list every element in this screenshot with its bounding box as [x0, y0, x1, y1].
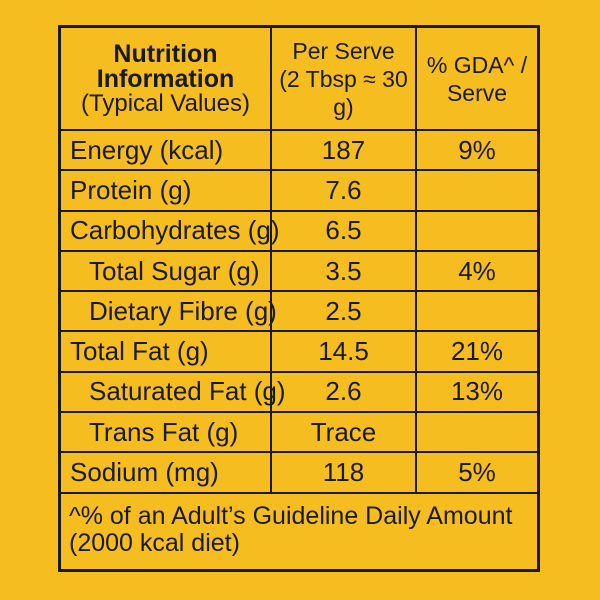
footnote-line1: ^% of an Adult’s Guideline Daily Amount — [69, 501, 513, 530]
row-sodium: Sodium (mg) 118 5% — [61, 451, 537, 494]
row-label: Total Fat (g) — [61, 330, 272, 373]
row-dietary-fibre: Dietary Fibre (g) 2.5 — [61, 290, 537, 333]
row-label: Dietary Fibre (g) — [61, 290, 277, 333]
row-value: 187 — [270, 130, 417, 172]
row-gda: 21% — [415, 330, 537, 373]
row-value: 2.6 — [270, 370, 417, 414]
footnote: ^% of an Adult’s Guideline Daily Amount … — [61, 494, 537, 557]
row-energy: Energy (kcal) 187 9% — [61, 130, 537, 172]
row-total-sugar: Total Sugar (g) 3.5 4% — [61, 249, 537, 293]
header-gda-line2: Serve — [446, 79, 508, 106]
row-label: Energy (kcal) — [61, 130, 272, 172]
row-total-fat: Total Fat (g) 14.5 21% — [61, 330, 537, 373]
row-label: Sodium (mg) — [61, 451, 272, 494]
header-gda-line1: % GDA^ / — [426, 51, 528, 78]
header-title-line1: Nutrition — [113, 39, 218, 68]
row-gda: 9% — [415, 130, 537, 172]
row-gda — [415, 169, 537, 212]
row-label: Carbohydrates (g) — [61, 209, 280, 252]
row-value: 2.5 — [270, 290, 417, 333]
row-value: 14.5 — [270, 330, 417, 373]
row-value: Trace — [270, 411, 417, 454]
row-protein: Protein (g) 7.6 — [61, 169, 537, 212]
header-gda-cell: % GDA^ / Serve — [415, 28, 537, 131]
row-gda — [415, 411, 537, 454]
header-title-cell: Nutrition Information (Typical Values) — [61, 28, 272, 131]
row-value: 6.5 — [270, 209, 417, 252]
row-gda — [415, 209, 537, 252]
header-per-serve-line2: (2 Tbsp ≈ 30 g) — [279, 65, 408, 120]
row-label: Protein (g) — [61, 169, 272, 212]
header-title-line2: Information — [96, 64, 235, 93]
header-per-serve-cell: Per Serve (2 Tbsp ≈ 30 g) — [270, 28, 417, 131]
row-value: 3.5 — [270, 249, 417, 293]
row-label: Trans Fat (g) — [61, 411, 272, 454]
row-saturated-fat: Saturated Fat (g) 2.6 13% — [61, 370, 537, 414]
header-title-line3: (Typical Values) — [81, 89, 250, 117]
row-gda — [415, 290, 537, 333]
row-value: 118 — [270, 451, 417, 494]
row-carbohydrates: Carbohydrates (g) 6.5 — [61, 209, 537, 252]
row-value: 7.6 — [270, 169, 417, 212]
row-trans-fat: Trans Fat (g) Trace — [61, 411, 537, 454]
row-label: Total Sugar (g) — [61, 249, 272, 293]
row-gda: 5% — [415, 451, 537, 494]
row-gda: 4% — [415, 249, 537, 293]
row-gda: 13% — [415, 370, 537, 414]
header-per-serve-line1: Per Serve — [292, 37, 395, 64]
nutrition-table: Nutrition Information (Typical Values) P… — [61, 28, 537, 494]
row-label: Saturated Fat (g) — [61, 370, 286, 414]
header-row: Nutrition Information (Typical Values) P… — [61, 28, 537, 131]
footnote-line2: (2000 kcal diet) — [69, 528, 240, 557]
nutrition-panel: Nutrition Information (Typical Values) P… — [58, 25, 540, 572]
